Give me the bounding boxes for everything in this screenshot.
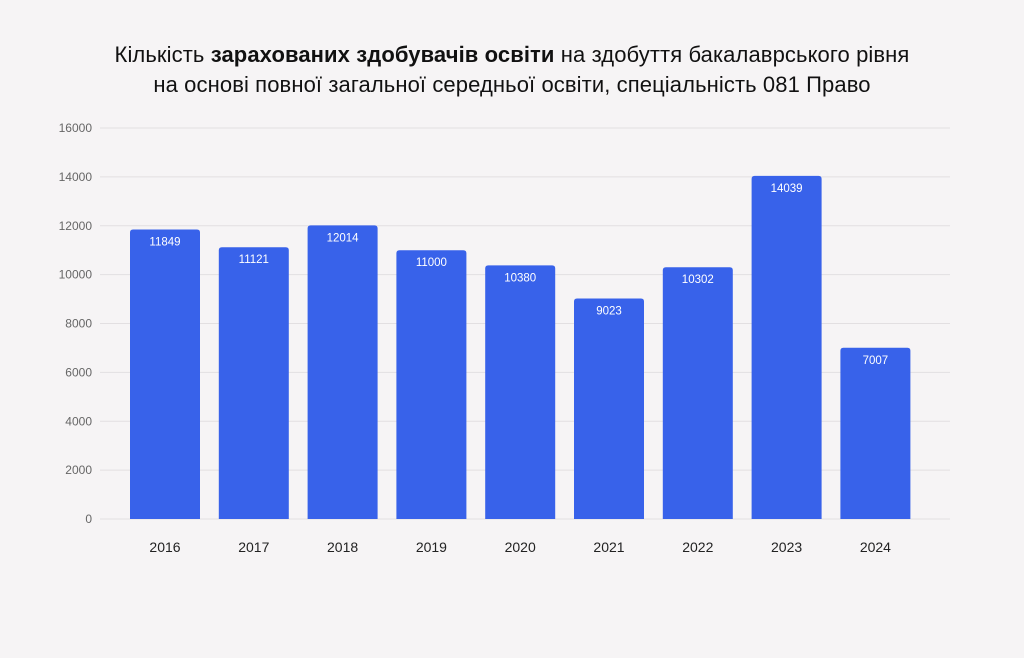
y-tick-label: 10000 — [59, 268, 93, 282]
bar-2019 — [396, 250, 467, 519]
data-label-2019: 11000 — [416, 257, 447, 269]
bar-2021 — [574, 298, 644, 519]
bar-2024 — [840, 347, 911, 519]
data-labels: 11849 11121 12014 11000 10380 9023 10302 14039 7… — [149, 183, 888, 367]
data-label-2016: 11849 — [149, 236, 180, 248]
x-tick-label-2019: 2019 — [416, 539, 447, 555]
data-label-2021: 9023 — [596, 306, 622, 318]
data-label-2020: 10380 — [504, 272, 536, 284]
x-tick-label-2021: 2021 — [593, 539, 624, 555]
bars — [130, 175, 911, 519]
y-tick-label: 2000 — [65, 463, 92, 477]
title-part-post: на здобуття бакалаврського рівня — [554, 42, 910, 67]
y-tick-label: 4000 — [65, 414, 92, 428]
y-tick-label: 8000 — [65, 317, 92, 331]
data-label-2023: 14039 — [771, 183, 803, 195]
x-tick-label-2023: 2023 — [771, 539, 802, 555]
data-label-2017: 11121 — [239, 254, 269, 266]
chart-title-line-2: на основі повної загальної середньої осв… — [153, 72, 871, 97]
title-part-bold: зарахованих здобувачів освіти — [210, 42, 555, 67]
y-tick-label: 14000 — [59, 170, 93, 184]
x-tick-label-2024: 2024 — [860, 539, 891, 555]
y-tick-label: 16000 — [59, 121, 93, 135]
y-tick-label: 12000 — [59, 219, 93, 233]
bar-2016 — [130, 229, 200, 519]
x-tick-label-2017: 2017 — [238, 539, 269, 555]
bar-2022 — [662, 267, 733, 519]
x-tick-label-2018: 2018 — [327, 539, 358, 555]
chart-title: Кількість зарахованих здобувачів освіти … — [0, 40, 1024, 100]
data-label-2018: 12014 — [327, 232, 360, 244]
y-tick-label: 6000 — [65, 365, 92, 379]
x-tick-label-2020: 2020 — [505, 539, 536, 555]
title-part-pre: Кількість — [114, 42, 211, 67]
y-tick-label: 0 — [85, 512, 92, 526]
data-label-2022: 10302 — [682, 274, 714, 286]
x-tick-label-2016: 2016 — [149, 539, 180, 555]
bar-2020 — [485, 265, 556, 519]
x-axis-ticks: 2016 2017 2018 2019 2020 2021 2022 2023 2024 — [149, 539, 891, 555]
bar-2018 — [307, 225, 378, 519]
y-axis-ticks: 0 2000 4000 6000 8000 10000 12000 14000 16000 — [59, 121, 93, 526]
x-tick-label-2022: 2022 — [682, 539, 713, 555]
data-label-2024: 7007 — [863, 355, 889, 367]
bar-2023 — [751, 175, 822, 519]
chart-title-line-1: Кількість зарахованих здобувачів освіти … — [0, 40, 1024, 70]
bar-2017 — [218, 247, 289, 519]
